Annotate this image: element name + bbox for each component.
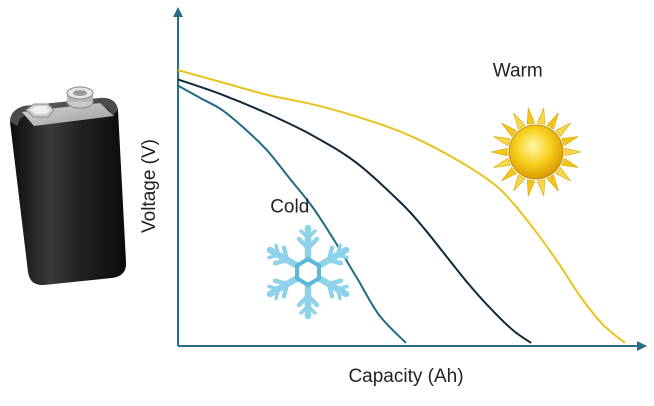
cold-discharge-curve (177, 84, 407, 344)
y-axis-arrow (173, 7, 183, 17)
annotation-warm: Warm (493, 60, 543, 81)
battery-icon (10, 86, 127, 286)
annotation-layer: Warm Cold (270, 60, 542, 217)
annotation-cold: Cold (270, 197, 309, 218)
normal-discharge-curve (177, 78, 532, 344)
series-layer (177, 69, 626, 344)
battery-terminal-round (66, 86, 94, 109)
y-axis-label: Voltage (V) (139, 139, 160, 233)
sun-icon (490, 107, 582, 197)
battery-terminal-hex (25, 103, 55, 118)
axes (173, 7, 647, 351)
x-axis-label: Capacity (Ah) (348, 366, 463, 387)
snowflake-icon (266, 224, 350, 320)
x-axis-arrow (637, 341, 647, 351)
warm-discharge-curve (177, 69, 626, 344)
